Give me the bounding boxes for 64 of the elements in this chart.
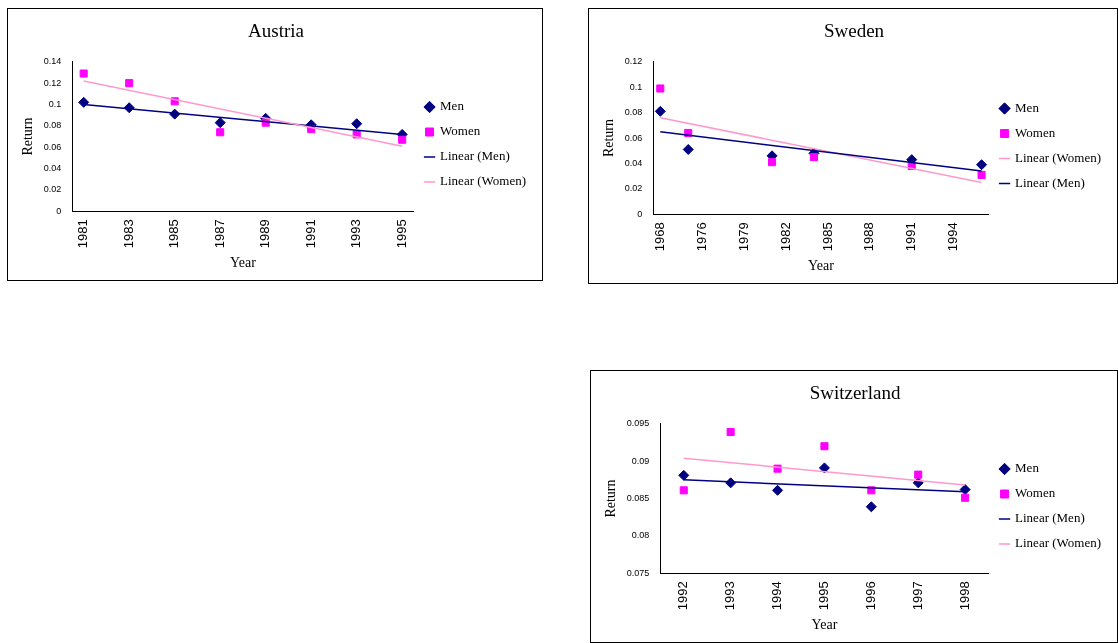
x-tick-label: 1992 [675, 581, 691, 611]
chart-title: Austria [248, 20, 305, 42]
legend-label: Men [1015, 99, 1040, 115]
legend-label: Women [1015, 485, 1056, 501]
x-tick-label: 1996 [862, 581, 878, 611]
chart-title: Switzerland [809, 382, 901, 404]
y-tick-label: 0.12 [43, 77, 62, 88]
x-tick-label: 1985 [166, 219, 182, 249]
y-tick-label: 0.12 [624, 56, 643, 67]
y-tick-label: 0.075 [626, 567, 650, 578]
y-tick-label: 0.095 [626, 418, 650, 429]
x-tick-label: 1976 [693, 222, 709, 252]
y-axis-title: Return [603, 479, 619, 518]
x-axis-title: Year [808, 258, 835, 274]
x-tick-label: 1989 [257, 219, 273, 249]
x-tick-label: 1994 [945, 222, 961, 252]
legend-label: Linear (Women) [440, 173, 527, 189]
y-tick-label: 0.14 [43, 56, 62, 67]
x-tick-label: 1981 [75, 219, 91, 249]
x-tick-label: 1968 [651, 222, 667, 252]
x-tick-label: 1993 [722, 581, 738, 611]
y-axis-title: Return [20, 117, 36, 156]
legend-label: Men [440, 98, 465, 114]
x-tick-label: 1998 [956, 581, 972, 611]
y-tick-label: 0.02 [43, 184, 62, 195]
x-axis-title: Year [230, 255, 257, 271]
y-tick-label: 0.04 [624, 157, 643, 168]
y-tick-label: 0.085 [626, 493, 650, 504]
legend-label: Men [1015, 460, 1040, 476]
x-tick-label: 1987 [211, 219, 227, 249]
x-tick-label: 1983 [120, 219, 136, 249]
x-tick-label: 1985 [819, 222, 835, 252]
legend-label: Linear (Men) [1015, 510, 1085, 526]
y-axis-title: Return [601, 118, 617, 158]
y-tick-label: 0.09 [631, 455, 650, 466]
legend-label: Linear (Men) [1015, 174, 1085, 190]
x-tick-label: 1993 [348, 219, 364, 249]
y-tick-label: 0.02 [624, 183, 643, 194]
x-tick-label: 1995 [393, 219, 409, 249]
y-tick-label: 0.08 [624, 107, 643, 118]
y-tick-label: 0.08 [631, 530, 650, 541]
y-tick-label: 0 [56, 205, 62, 216]
x-tick-label: 1991 [302, 219, 318, 249]
legend-label: Linear (Women) [1015, 535, 1102, 551]
y-tick-label: 0.06 [624, 132, 643, 143]
x-tick-label: 1982 [777, 222, 793, 252]
x-tick-label: 1994 [769, 581, 785, 611]
chart-title: Sweden [823, 20, 885, 42]
x-tick-label: 1995 [816, 581, 832, 611]
y-tick-label: 0.1 [48, 98, 62, 109]
legend-label: Women [1015, 124, 1056, 140]
y-tick-label: 0 [637, 208, 643, 219]
y-tick-label: 0.04 [43, 163, 62, 174]
x-axis-title: Year [811, 617, 838, 633]
legend-label: Linear (Women) [1015, 149, 1102, 165]
x-tick-label: 1991 [903, 222, 919, 252]
y-tick-label: 0.06 [43, 141, 62, 152]
x-tick-label: 1979 [735, 222, 751, 252]
x-tick-label: 1997 [909, 581, 925, 611]
legend-label: Women [440, 123, 481, 139]
y-tick-label: 0.08 [43, 120, 62, 131]
x-tick-label: 1988 [861, 222, 877, 252]
y-tick-label: 0.1 [629, 81, 643, 92]
legend-label: Linear (Men) [440, 148, 510, 164]
